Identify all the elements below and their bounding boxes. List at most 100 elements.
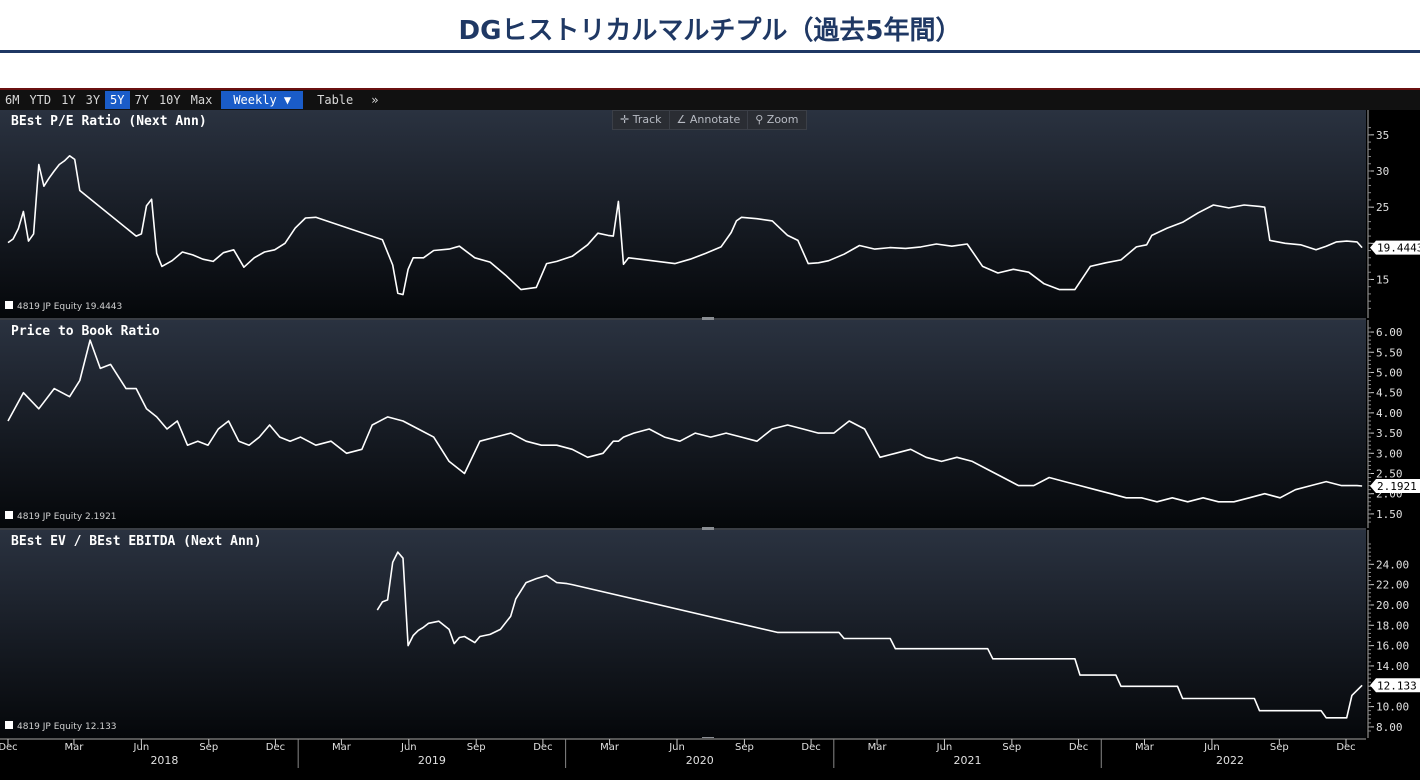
frequency-dropdown[interactable]: Weekly ▼ xyxy=(221,91,304,109)
panel-divider xyxy=(0,318,1366,320)
series-line xyxy=(7,155,1363,296)
y-tick-label: 14.00 xyxy=(1376,660,1409,673)
annotate-label: Annotate xyxy=(689,113,741,126)
x-tick-label: Jun xyxy=(400,742,417,753)
legend-label: 4819 JP Equity 12.133 xyxy=(17,722,117,732)
x-tick-label: Sep xyxy=(199,742,218,753)
x-tick-label: Dec xyxy=(533,742,552,753)
y-tick-label: 22.00 xyxy=(1376,579,1409,592)
y-tick-label: 8.00 xyxy=(1376,721,1403,734)
x-tick-label: Mar xyxy=(65,742,85,753)
chart-panel-3: 8.0010.0012.0014.0016.0018.0020.0022.002… xyxy=(0,530,1420,740)
y-tick-label: 4.50 xyxy=(1376,387,1403,400)
y-tick-label: 4.00 xyxy=(1376,407,1403,420)
x-year-label: 2021 xyxy=(954,754,982,767)
y-tick-label: 5.50 xyxy=(1376,346,1403,359)
legend-swatch xyxy=(5,721,13,729)
x-tick-label: Sep xyxy=(467,742,486,753)
track-tool[interactable]: ✛ Track xyxy=(620,113,662,126)
x-tick-label: Jun xyxy=(936,742,953,753)
last-value-box xyxy=(1370,678,1420,693)
x-tick-label: Dec xyxy=(801,742,820,753)
x-tick-label: Jun xyxy=(1203,742,1220,753)
y-tick-label: 3.50 xyxy=(1376,427,1403,440)
table-button[interactable]: Table xyxy=(317,93,354,107)
x-tick-label: Sep xyxy=(1002,742,1021,753)
last-value-box xyxy=(1370,240,1420,255)
y-tick-label: 30 xyxy=(1376,165,1389,178)
y-tick-label: 16.00 xyxy=(1376,640,1409,653)
panel-resize-handle xyxy=(702,317,714,320)
y-tick-label: 15 xyxy=(1376,273,1389,286)
range-1y-button[interactable]: 1Y xyxy=(61,93,76,107)
y-tick-label: 10.00 xyxy=(1376,701,1409,714)
chart-panel-2: 1.502.002.503.003.504.004.505.005.506.00… xyxy=(0,320,1420,530)
series-line xyxy=(7,339,1363,503)
more-button[interactable]: » xyxy=(371,93,379,107)
chart-tools: ✛ Track ∠ Annotate ⚲ Zoom xyxy=(612,110,807,130)
last-value-marker: 12.133 xyxy=(1370,678,1420,693)
x-year-label: 2018 xyxy=(150,754,178,767)
y-tick-label: 3.00 xyxy=(1376,447,1403,460)
x-tick-label: Dec xyxy=(266,742,285,753)
legend-label: 4819 JP Equity 2.1921 xyxy=(17,512,117,522)
x-tick-label: Mar xyxy=(600,742,620,753)
x-year-label: 2019 xyxy=(418,754,446,767)
chart-title: BEst P/E Ratio (Next Ann) xyxy=(11,114,207,129)
x-year-label: 2020 xyxy=(686,754,714,767)
range-7y-button[interactable]: 7Y xyxy=(134,93,149,107)
x-tick-label: Dec xyxy=(1069,742,1088,753)
panel-background xyxy=(0,530,1366,738)
x-tick-label: Dec xyxy=(0,742,18,753)
y-tick-label: 1.50 xyxy=(1376,508,1403,521)
last-value-label: 19.4443 xyxy=(1377,242,1420,255)
legend-swatch xyxy=(5,511,13,519)
x-tick-label: Jun xyxy=(133,742,150,753)
zoom-label: Zoom xyxy=(766,113,799,126)
last-value-label: 12.133 xyxy=(1377,679,1417,692)
x-tick-label: Jun xyxy=(668,742,685,753)
x-tick-label: Dec xyxy=(1336,742,1355,753)
y-tick-label: 2.50 xyxy=(1376,468,1403,481)
zoom-tool[interactable]: ⚲ Zoom xyxy=(747,111,805,129)
chart-title: BEst EV / BEst EBITDA (Next Ann) xyxy=(11,534,261,549)
y-tick-label: 20.00 xyxy=(1376,599,1409,612)
range-ytd-button[interactable]: YTD xyxy=(29,93,52,107)
series-line xyxy=(376,551,1363,719)
range-toolbar: 6M YTD 1Y 3Y 5Y 7Y 10Y Max Weekly ▼ Tabl… xyxy=(0,90,1420,110)
y-tick-label: 25 xyxy=(1376,201,1389,214)
range-6m-button[interactable]: 6M xyxy=(5,93,20,107)
legend-label: 4819 JP Equity 19.4443 xyxy=(17,302,122,312)
last-value-label: 2.1921 xyxy=(1377,480,1417,493)
chart-title: Price to Book Ratio xyxy=(11,324,160,339)
y-tick-label: 35 xyxy=(1376,129,1389,142)
title-rule xyxy=(0,50,1420,53)
panel-divider xyxy=(0,528,1366,530)
y-tick-label: 24.00 xyxy=(1376,558,1409,571)
panel-background xyxy=(0,110,1366,318)
last-value-marker: 2.1921 xyxy=(1370,479,1420,494)
top-accent-line xyxy=(0,88,1420,90)
y-tick-label: 6.00 xyxy=(1376,326,1403,339)
x-tick-label: Mar xyxy=(868,742,888,753)
last-value-marker: 19.4443 xyxy=(1370,240,1420,255)
page-title: DGヒストリカルマルチプル（過去5年間） xyxy=(458,16,962,46)
legend-swatch xyxy=(5,301,13,309)
range-3y-button[interactable]: 3Y xyxy=(85,93,101,107)
x-tick-label: Mar xyxy=(1135,742,1155,753)
range-max-button[interactable]: Max xyxy=(190,93,213,107)
x-tick-label: Sep xyxy=(1270,742,1289,753)
range-10y-button[interactable]: 10Y xyxy=(158,93,181,107)
y-tick-label: 5.00 xyxy=(1376,366,1403,379)
x-tick-label: Mar xyxy=(332,742,352,753)
track-label: Track xyxy=(632,113,662,126)
range-5y-button[interactable]: 5Y xyxy=(105,91,130,109)
annotate-tool[interactable]: ∠ Annotate xyxy=(668,111,748,129)
x-tick-label: Sep xyxy=(735,742,754,753)
panel-resize-handle xyxy=(702,527,714,530)
chart-panel-1: 15 25 30 35 19.4443 BEst P/E Ratio (Next Ann)… xyxy=(0,110,1420,320)
x-axis-background xyxy=(0,738,1366,780)
panel-background xyxy=(0,320,1366,528)
last-value-box xyxy=(1370,479,1420,494)
